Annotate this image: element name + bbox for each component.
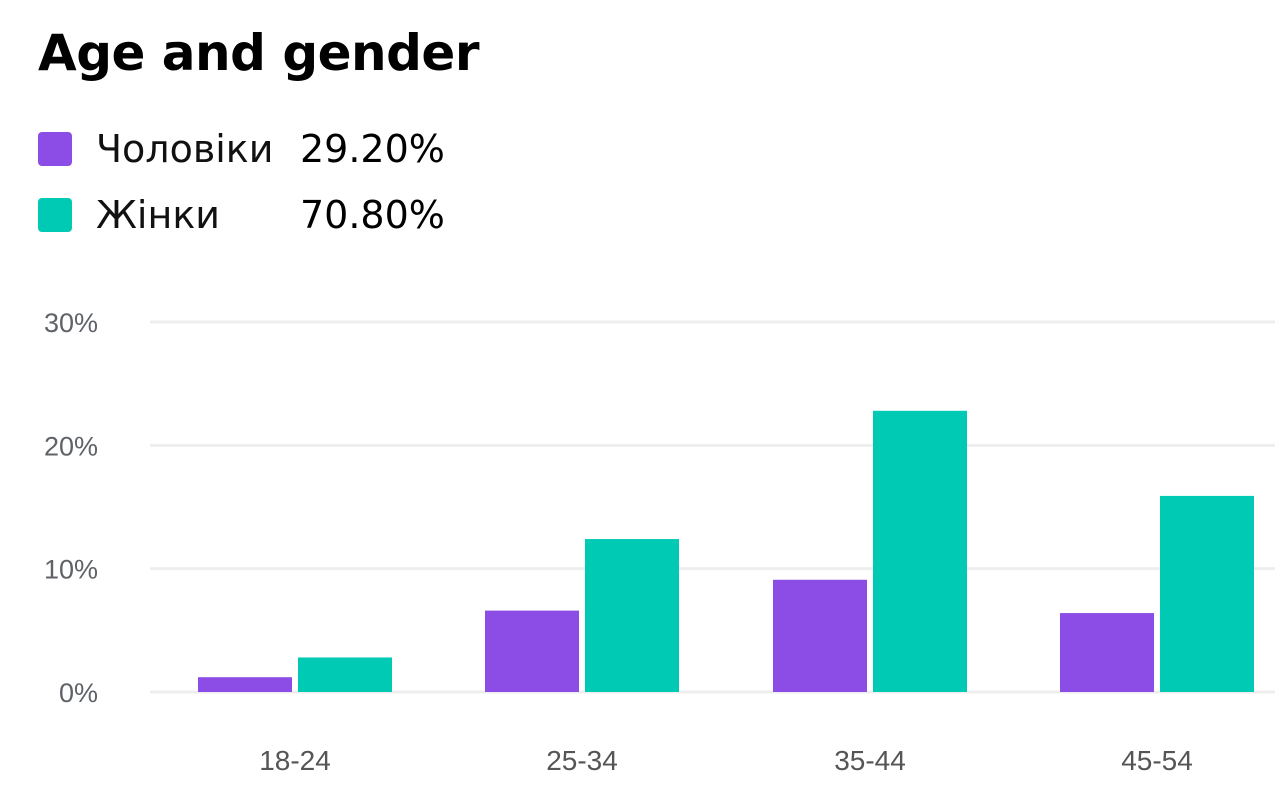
y-tick-label: 30% <box>44 308 98 338</box>
legend-swatch-women <box>38 198 72 232</box>
legend-label-men: Чоловіки <box>96 127 274 171</box>
bar-men-18-24[interactable] <box>198 677 292 692</box>
legend-swatch-men <box>38 132 72 166</box>
legend-item-women[interactable]: Жінки 70.80% <box>38 182 445 248</box>
legend-value-men: 29.20% <box>300 127 445 171</box>
y-tick-label: 0% <box>59 678 98 708</box>
y-tick-label: 10% <box>44 555 98 585</box>
bar-men-45-54[interactable] <box>1060 613 1154 692</box>
x-tick-label: 45-54 <box>1121 745 1193 776</box>
x-tick-label: 18-24 <box>259 745 331 776</box>
y-tick-label: 20% <box>44 431 98 461</box>
x-tick-label: 25-34 <box>546 745 618 776</box>
bar-women-45-54[interactable] <box>1160 495 1254 692</box>
bar-women-25-34[interactable] <box>585 539 679 692</box>
legend-value-women: 70.80% <box>300 193 445 237</box>
legend-item-men[interactable]: Чоловіки 29.20% <box>38 116 445 182</box>
x-tick-label: 35-44 <box>834 745 906 776</box>
bar-women-35-44[interactable] <box>873 410 967 692</box>
chart-title: Age and gender <box>38 24 480 82</box>
legend-label-women: Жінки <box>96 193 220 237</box>
bar-women-18-24[interactable] <box>298 657 392 692</box>
bar-men-35-44[interactable] <box>773 579 867 692</box>
bar-men-25-34[interactable] <box>485 610 579 692</box>
legend: Чоловіки 29.20% Жінки 70.80% <box>38 116 445 248</box>
